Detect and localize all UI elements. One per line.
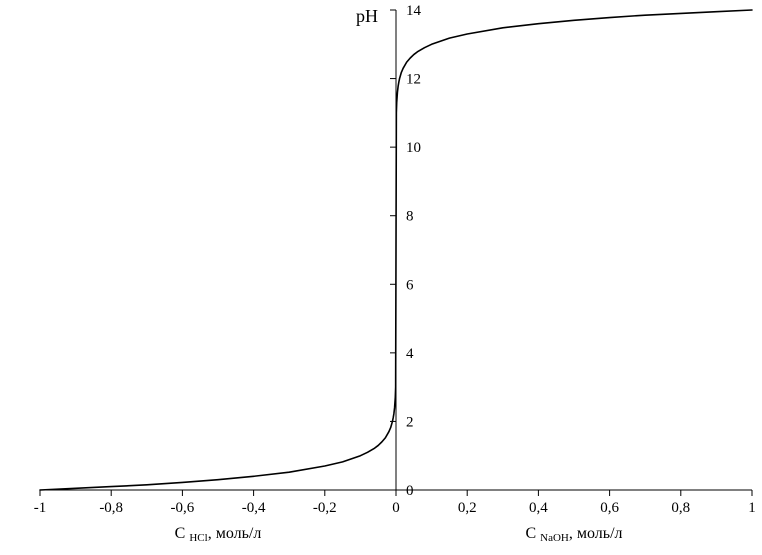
y-tick-label: 14: [406, 3, 422, 19]
x-tick-label: -0,8: [99, 500, 123, 516]
y-tick-label: 8: [406, 209, 414, 225]
y-tick-label: 4: [406, 346, 414, 362]
ph-titration-chart: -1-0,8-0,6-0,4-0,200,20,40,60,8102468101…: [0, 0, 762, 555]
chart-svg: -1-0,8-0,6-0,4-0,200,20,40,60,8102468101…: [0, 0, 762, 555]
x-tick-label: -1: [34, 500, 47, 516]
x-tick-label: 1: [748, 500, 756, 516]
x-axis-right-label: C NaOH, моль/л: [525, 525, 622, 544]
x-tick-label: 0,4: [529, 500, 548, 516]
y-tick-label: 10: [406, 140, 421, 156]
y-tick-label: 6: [406, 277, 414, 293]
x-tick-label: -0,4: [242, 500, 266, 516]
y-tick-label: 2: [406, 414, 414, 430]
x-tick-label: 0,2: [458, 500, 477, 516]
x-tick-label: -0,2: [313, 500, 337, 516]
x-tick-label: 0,8: [671, 500, 690, 516]
chart-background: [0, 0, 762, 555]
x-tick-label: 0,6: [600, 500, 619, 516]
x-axis-left-label: C HCl, моль/л: [175, 525, 262, 544]
y-tick-label: 12: [406, 72, 421, 88]
x-tick-label: -0,6: [171, 500, 195, 516]
y-axis-title: pH: [356, 6, 378, 26]
y-tick-label: 0: [406, 483, 414, 499]
x-tick-label: 0: [392, 500, 400, 516]
